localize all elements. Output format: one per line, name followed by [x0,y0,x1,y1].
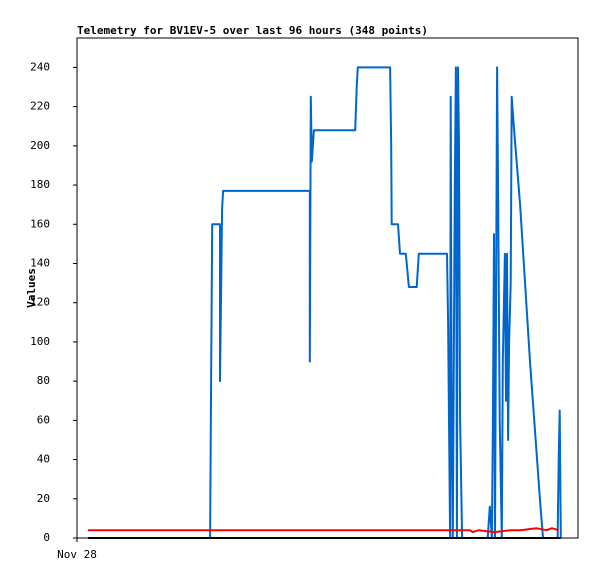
chart-title: Telemetry for BV1EV-5 over last 96 hours… [77,24,428,37]
y-tick-label: 140 [30,256,50,269]
y-tick-label: 160 [30,217,50,230]
y-tick-label: 180 [30,178,50,191]
y-tick-label: 60 [37,413,50,426]
y-tick-label: 240 [30,60,50,73]
y-tick-label: 40 [37,453,50,466]
y-tick-label: 0 [43,531,50,544]
y-tick-label: 20 [37,492,50,505]
series-line [88,527,559,534]
y-tick-label: 100 [30,335,50,348]
y-axis-label: Values [25,268,38,308]
x-tick-label: Nov 28 [57,548,97,561]
y-tick-label: 220 [30,100,50,113]
y-tick-label: 120 [30,296,50,309]
y-tick-label: 200 [30,139,50,152]
y-tick-label: 80 [37,374,50,387]
series-line [209,66,562,539]
